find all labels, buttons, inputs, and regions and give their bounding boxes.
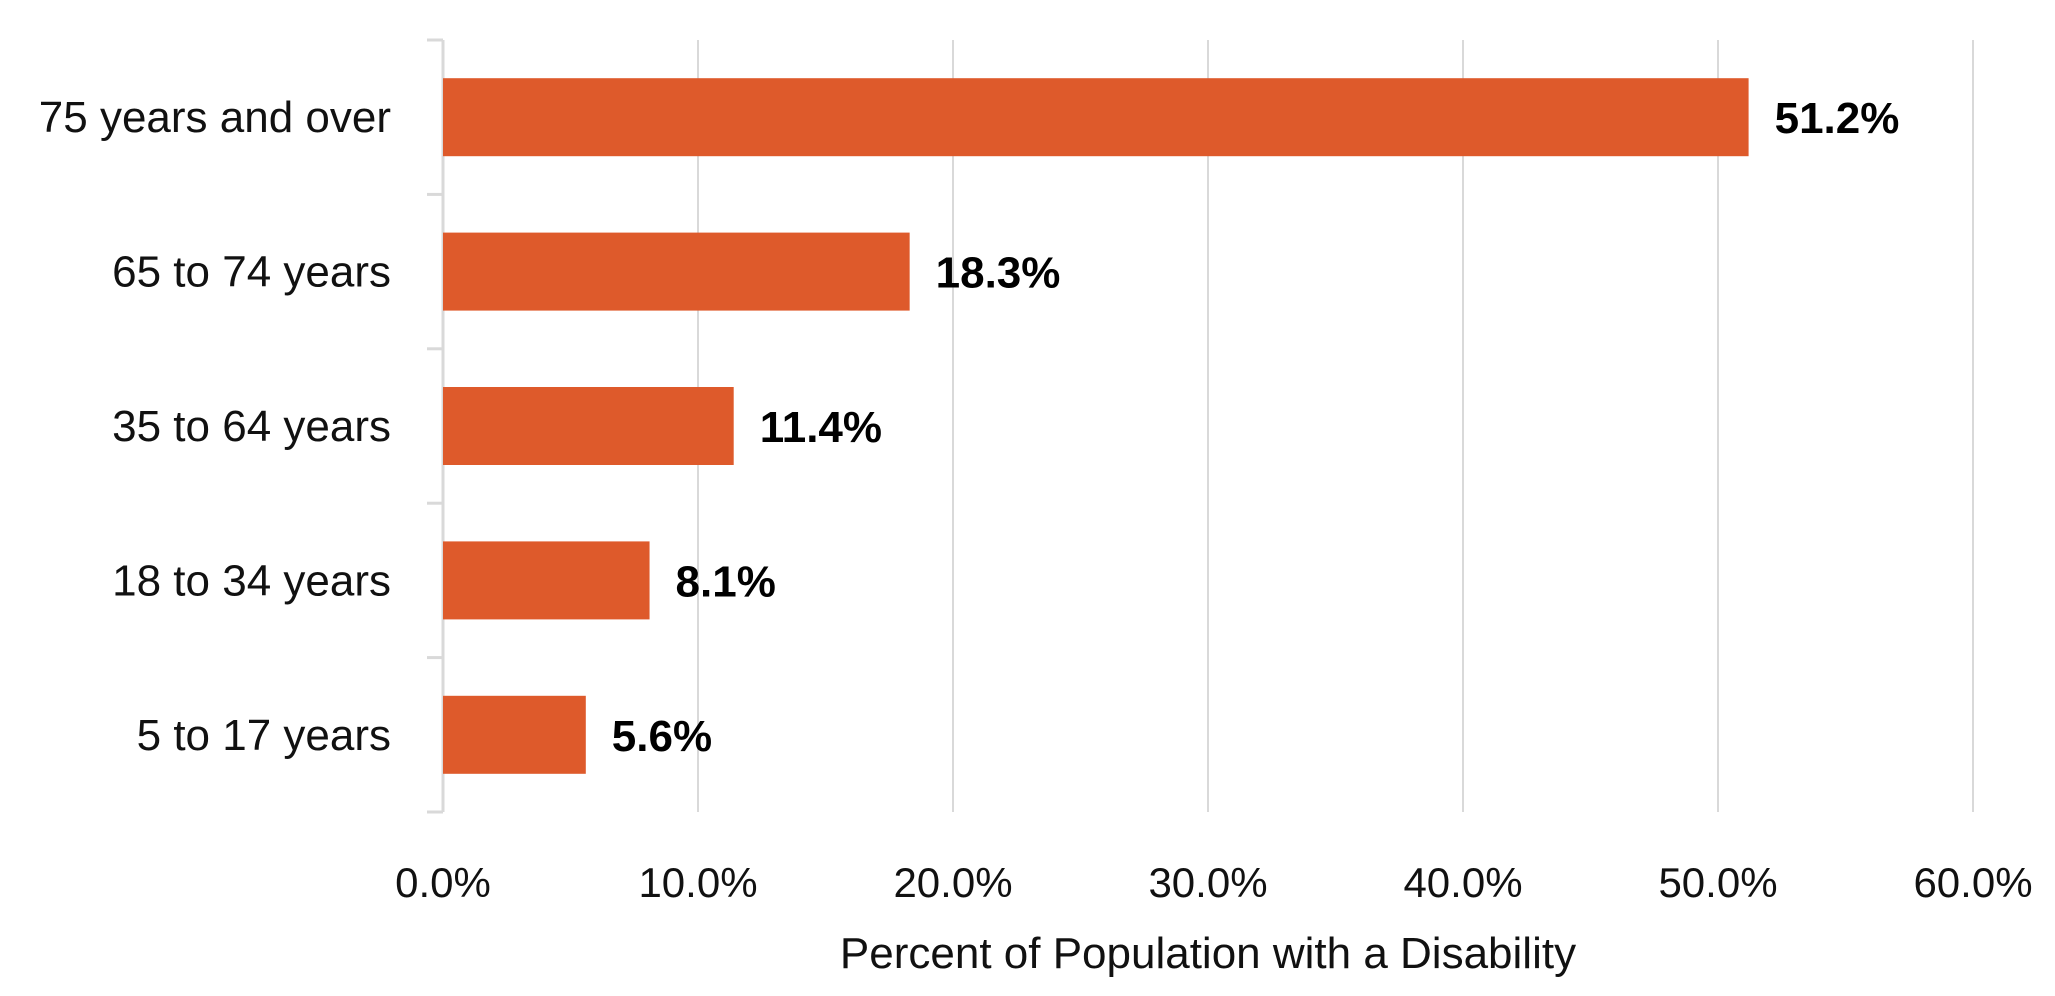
bars	[443, 78, 1749, 774]
x-tick-label: 40.0%	[1403, 859, 1522, 906]
x-axis-title: Percent of Population with a Disability	[840, 929, 1576, 978]
bar	[443, 695, 586, 774]
data-label: 51.2%	[1775, 94, 1900, 143]
x-tick-label: 30.0%	[1148, 859, 1267, 906]
category-labels: 75 years and over 65 to 74 years 35 to 64 …	[39, 93, 391, 760]
tick-labels: 0.0% 10.0% 20.0% 30.0% 40.0% 50.0% 60.0%	[395, 859, 2032, 906]
category-axis	[427, 38, 445, 814]
data-label: 11.4%	[760, 403, 882, 452]
x-tick-label: 50.0%	[1658, 859, 1777, 906]
category-label: 18 to 34 years	[112, 556, 391, 605]
data-label: 8.1%	[676, 557, 776, 606]
category-label: 65 to 74 years	[112, 248, 391, 297]
category-label: 35 to 64 years	[112, 402, 391, 451]
gridlines	[697, 40, 1974, 812]
x-tick-label: 20.0%	[893, 859, 1012, 906]
data-label: 5.6%	[612, 712, 712, 761]
x-tick-label: 0.0%	[395, 859, 491, 906]
data-label: 18.3%	[936, 249, 1061, 298]
bar	[443, 387, 734, 465]
bar	[443, 232, 910, 311]
value-labels: 51.2% 18.3% 11.4% 8.1% 5.6%	[612, 94, 1900, 761]
bar	[443, 541, 650, 620]
category-label: 5 to 17 years	[137, 711, 391, 760]
bar	[443, 78, 1749, 157]
category-label: 75 years and over	[39, 93, 391, 142]
x-tick-label: 60.0%	[1913, 859, 2032, 906]
x-tick-label: 10.0%	[638, 859, 757, 906]
